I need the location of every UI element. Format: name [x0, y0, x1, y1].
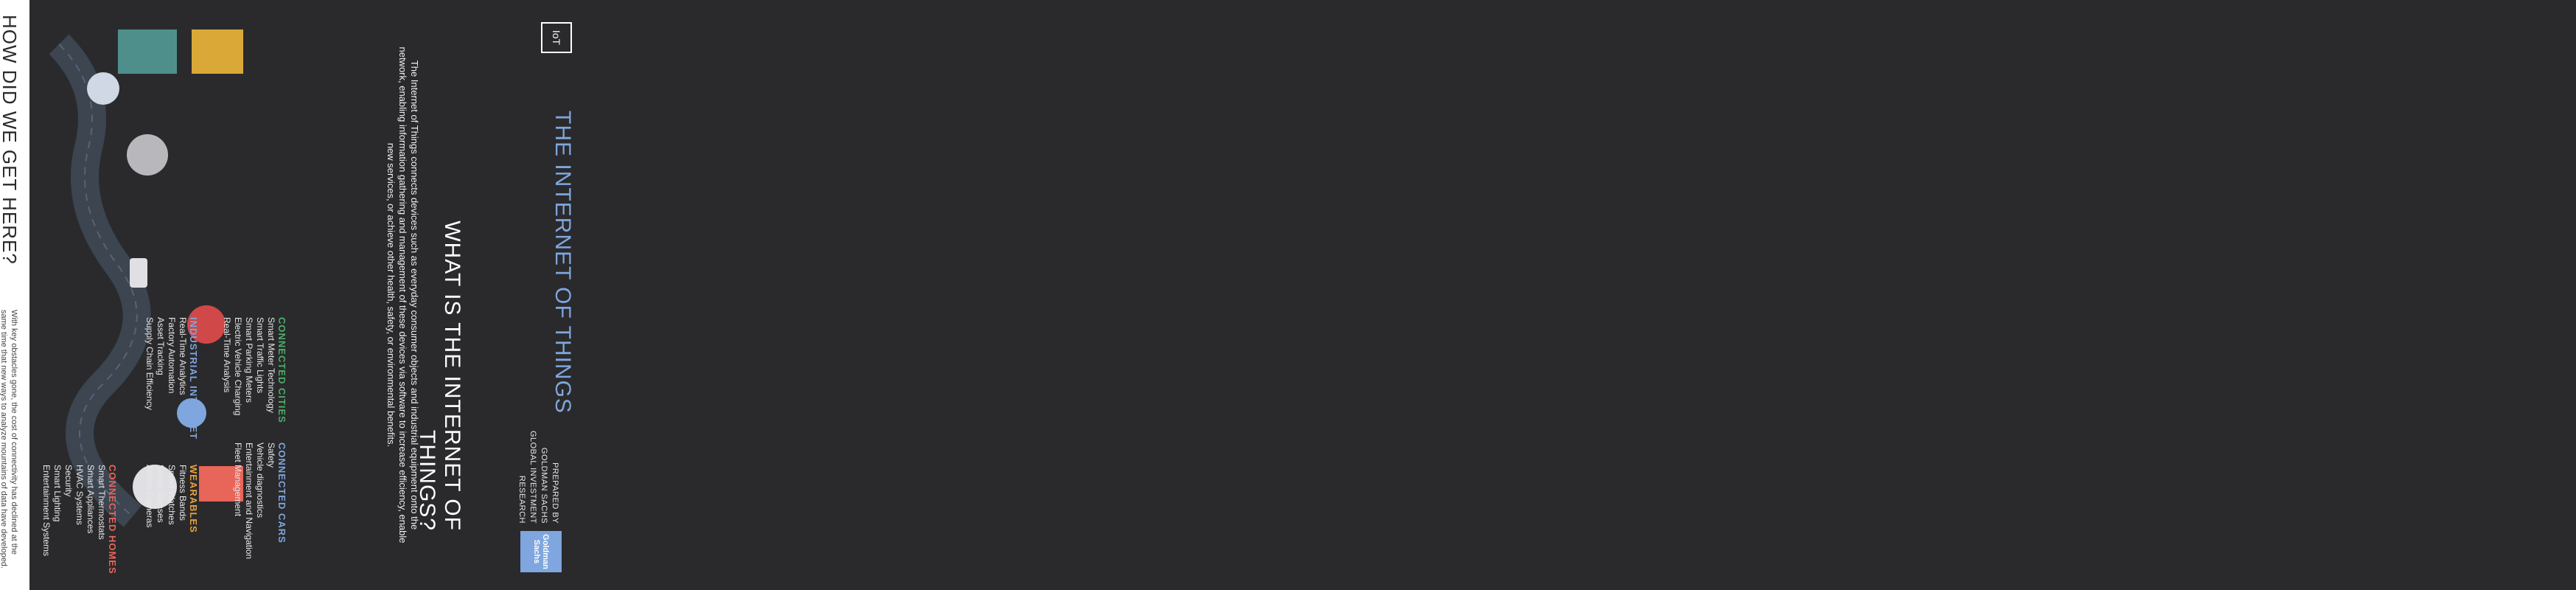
category-item: Supply Chain Efficiency — [144, 317, 155, 410]
container-building — [118, 30, 177, 74]
category-industrial: INDUSTRIAL INTERNET Real-Time Analytics … — [144, 317, 199, 442]
intro-section: WHAT IS THE INTERNET OF THINGS? The Inte… — [324, 0, 472, 590]
category-item: Factory Automation — [167, 317, 177, 394]
category-cars: CONNECTED CARS Safety Vehicle diagnostic… — [232, 442, 287, 568]
category-item: Real-Time Analysis — [222, 317, 232, 393]
category-item: Fleet Management — [233, 442, 243, 517]
prepared-by: PREPARED BY GOLDMAN SACHS GLOBAL INVESTM… — [517, 430, 559, 524]
security-icon — [177, 398, 206, 428]
category-item: Smart Meter Technology — [266, 317, 276, 413]
traffic-light-icon — [130, 258, 147, 288]
iot-badge: IoT — [541, 22, 572, 53]
how-intro: With key obstacles gone, the cost of con… — [0, 310, 18, 569]
page-title: THE INTERNET OF THINGS — [551, 111, 575, 414]
house-icon — [133, 465, 177, 509]
category-item: Smart Traffic Lights — [255, 317, 265, 394]
category-connected-homes: CONNECTED HOMES Smart Thermostats Smart … — [41, 465, 118, 575]
how-heading: HOW DID WE GET HERE? — [0, 15, 21, 265]
category-item: Smart Lighting — [52, 465, 63, 522]
category-item: Smart Thermostats — [97, 465, 107, 540]
category-item: Entertainment Systems — [41, 465, 52, 557]
road-illustration — [49, 30, 243, 527]
category-title: CONNECTED HOMES — [107, 465, 118, 575]
goldman-logo: Goldman Sachs — [520, 531, 562, 572]
category-item: Smart Glasses — [156, 465, 166, 523]
category-item: Fitness Bands — [178, 465, 188, 521]
how-section: HOW DID WE GET HERE? With key obstacles … — [0, 0, 29, 590]
category-title: WEARABLES — [188, 465, 199, 533]
category-item: Smart Watches — [167, 465, 177, 525]
speedometer-icon — [187, 305, 226, 344]
category-item: Safety — [266, 442, 276, 468]
category-item: Entertainment and Navigation — [244, 442, 254, 560]
category-cities: CONNECTED CITIES Smart Meter Technology … — [221, 317, 287, 442]
category-item: HVAC Systems — [74, 465, 85, 525]
category-item: Security — [63, 465, 74, 497]
category-item: Asset Tracking — [156, 317, 166, 375]
category-item: Vehicle diagnostics — [255, 442, 265, 518]
categories-illustration — [29, 0, 324, 590]
category-title: CONNECTED CITIES — [276, 317, 287, 423]
intro-body: The Internet of Things connects devices … — [385, 46, 420, 544]
category-item: Electric Vehicle Charging — [233, 317, 243, 416]
category-title: INDUSTRIAL INTERNET — [188, 317, 199, 440]
factory-icon — [127, 134, 168, 176]
category-item: Action Cameras — [144, 465, 155, 528]
category-wearables: WEARABLES Fitness Bands Smart Watches Sm… — [144, 465, 199, 575]
header: Goldman Sachs PREPARED BY GOLDMAN SACHS … — [472, 0, 590, 590]
brick-house — [199, 466, 243, 502]
category-item: Real-Time Analytics — [178, 317, 188, 395]
category-item: Smart Appliances — [85, 465, 96, 534]
intro-heading: WHAT IS THE INTERNET OF THINGS? — [415, 221, 464, 531]
category-item: Smart Parking Meters — [244, 317, 254, 403]
fan-icon — [87, 72, 119, 105]
category-title: CONNECTED CARS — [276, 442, 287, 544]
